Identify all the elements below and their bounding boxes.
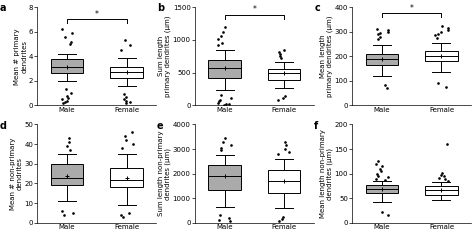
Bar xyxy=(425,186,458,195)
Text: *: * xyxy=(410,4,414,13)
Text: c: c xyxy=(314,3,320,13)
Bar xyxy=(51,59,83,73)
Text: a: a xyxy=(0,3,6,13)
Text: d: d xyxy=(0,120,6,130)
Bar xyxy=(268,69,301,80)
Bar xyxy=(110,67,143,79)
Text: e: e xyxy=(157,120,164,130)
Bar xyxy=(365,185,398,193)
Bar xyxy=(208,165,241,190)
Y-axis label: Mean # non-primary
dendrites: Mean # non-primary dendrites xyxy=(10,137,23,210)
Y-axis label: Sum length
primary dendrites (μm): Sum length primary dendrites (μm) xyxy=(158,16,171,97)
Text: *: * xyxy=(95,10,99,19)
Text: *: * xyxy=(252,5,256,14)
Y-axis label: Mean length
primary dendrites (μm): Mean length primary dendrites (μm) xyxy=(319,16,333,97)
Text: b: b xyxy=(157,3,164,13)
Text: f: f xyxy=(314,120,319,130)
Y-axis label: Mean length non-primary
dendrites (μm): Mean length non-primary dendrites (μm) xyxy=(319,129,333,218)
Y-axis label: Mean # primary
dendrites: Mean # primary dendrites xyxy=(14,28,27,85)
Y-axis label: Sum length non-primary
dendrites (μm): Sum length non-primary dendrites (μm) xyxy=(158,131,171,216)
Bar xyxy=(365,54,398,65)
Bar xyxy=(51,164,83,185)
Bar xyxy=(208,60,241,78)
Bar xyxy=(268,170,301,193)
Bar xyxy=(425,51,458,61)
Bar xyxy=(110,168,143,187)
